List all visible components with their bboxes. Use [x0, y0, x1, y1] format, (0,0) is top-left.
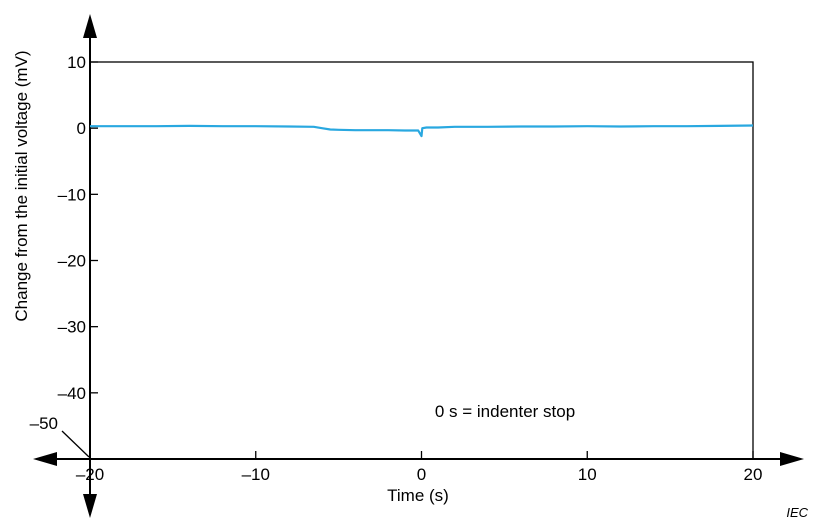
x-tick-label: –10	[242, 465, 270, 484]
y-tick-label: –10	[58, 185, 86, 204]
y-axis-label: Change from the initial voltage (mV)	[12, 50, 31, 321]
x-tick-label: 20	[744, 465, 763, 484]
y-tick-label: –20	[58, 252, 86, 271]
x-tick-label: –20	[76, 465, 104, 484]
x-axis-arrow-left	[33, 452, 57, 466]
plot-frame	[89, 61, 754, 460]
y-tick-label: 0	[77, 119, 86, 138]
y-axis-arrow-down	[83, 494, 97, 518]
annotation-indenter-stop: 0 s = indenter stop	[435, 402, 575, 421]
y-origin-label: –50	[30, 414, 58, 433]
y-axis-arrow-up	[83, 14, 97, 38]
origin-leader-line	[61, 430, 90, 458]
y-ticks: 10 0 –10 –20 –30 –40	[58, 53, 98, 403]
x-tick-label: 0	[417, 465, 426, 484]
x-axis-arrow-right	[780, 452, 804, 466]
x-tick-label: 10	[578, 465, 597, 484]
iec-mark: IEC	[786, 505, 808, 520]
y-tick-label: 10	[67, 53, 86, 72]
x-axis-label: Time (s)	[387, 486, 449, 505]
y-tick-label: –30	[58, 318, 86, 337]
series-line-voltage	[90, 124, 754, 138]
x-ticks: –20 –10 0 10 20	[76, 451, 763, 484]
y-tick-label: –40	[58, 384, 86, 403]
